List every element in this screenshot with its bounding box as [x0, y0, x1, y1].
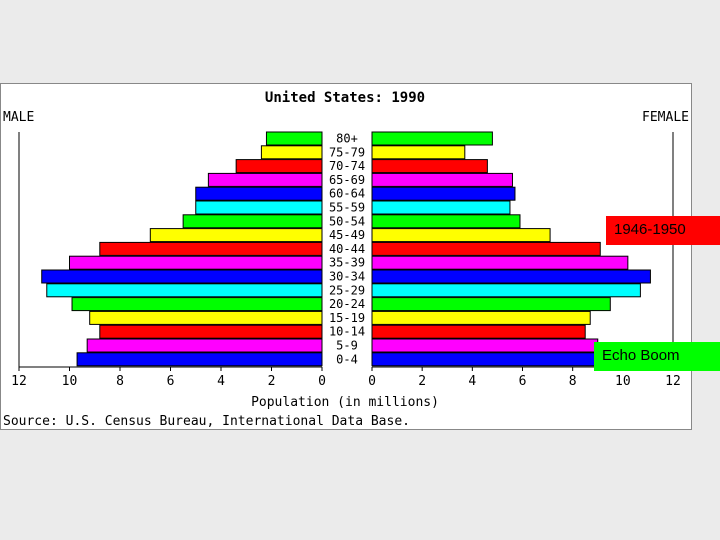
female-bar-15-19	[371, 310, 591, 325]
x-tick-label: 10	[62, 374, 78, 389]
x-tick-label: 0	[368, 374, 376, 389]
female-bar-45-49	[371, 228, 551, 243]
female-bar-75-79	[371, 145, 466, 160]
age-label-15-19: 15-19	[329, 311, 365, 325]
male-bar-65-69	[207, 172, 323, 187]
male-bars	[41, 131, 323, 367]
x-tick-label: 8	[116, 374, 124, 389]
male-bar-80+	[265, 131, 323, 146]
age-label-60-64: 60-64	[329, 187, 365, 201]
female-bars	[371, 131, 651, 367]
female-bar-80+	[371, 131, 493, 146]
female-bar-65-69	[371, 172, 513, 187]
chart-title: United States: 1990	[265, 90, 425, 106]
female-bar-5-9	[371, 338, 599, 353]
male-bar-15-19	[89, 310, 323, 325]
female-bar-55-59	[371, 200, 511, 215]
male-bar-55-59	[195, 200, 323, 215]
age-label-5-9: 5-9	[336, 339, 358, 353]
male-bar-50-54	[182, 214, 323, 229]
age-label-30-34: 30-34	[329, 270, 365, 284]
female-bar-40-44	[371, 241, 601, 256]
male-bar-70-74	[235, 159, 323, 174]
age-labels: 80+75-7970-7465-6960-6455-5950-5445-4940…	[329, 132, 365, 367]
age-label-35-39: 35-39	[329, 256, 365, 270]
male-bar-75-79	[260, 145, 323, 160]
x-tick-label: 6	[167, 374, 175, 389]
age-label-40-44: 40-44	[329, 242, 365, 256]
age-label-10-14: 10-14	[329, 325, 365, 339]
male-bar-0-4	[76, 352, 323, 367]
x-tick-label: 10	[615, 374, 631, 389]
age-label-80+: 80+	[336, 132, 358, 146]
male-bar-35-39	[69, 255, 323, 270]
x-tick-label: 6	[519, 374, 527, 389]
male-bar-25-29	[46, 283, 323, 298]
female-bar-25-29	[371, 283, 641, 298]
source-note: Source: U.S. Census Bureau, Internationa…	[3, 414, 410, 429]
age-label-0-4: 0-4	[336, 352, 358, 366]
x-tick-label: 12	[665, 374, 681, 389]
pyramid-svg: United States: 1990 MALE FEMALE 80+75-79…	[3, 90, 689, 429]
x-ticks: 12 10 8 6 4 2 0 0 2 4 6 8 10 12	[11, 367, 681, 389]
x-tick-label: 4	[217, 374, 225, 389]
male-bar-40-44	[99, 241, 323, 256]
female-bar-70-74	[371, 159, 488, 174]
male-label: MALE	[3, 110, 34, 125]
male-bar-5-9	[86, 338, 323, 353]
x-tick-label: 2	[268, 374, 276, 389]
x-tick-label: 4	[468, 374, 476, 389]
male-bar-60-64	[195, 186, 323, 201]
age-label-75-79: 75-79	[329, 145, 365, 159]
age-label-25-29: 25-29	[329, 283, 365, 297]
female-bar-0-4	[371, 352, 606, 367]
x-tick-label: 8	[569, 374, 577, 389]
female-label: FEMALE	[642, 110, 689, 125]
x-tick-label: 12	[11, 374, 27, 389]
age-label-50-54: 50-54	[329, 214, 365, 228]
age-label-70-74: 70-74	[329, 159, 365, 173]
age-label-45-49: 45-49	[329, 228, 365, 242]
female-bar-30-34	[371, 269, 651, 284]
male-bar-10-14	[99, 324, 323, 339]
age-label-55-59: 55-59	[329, 201, 365, 215]
boom-annotation: 1946-1950	[606, 216, 720, 245]
female-bar-20-24	[371, 297, 611, 312]
population-pyramid-chart: United States: 1990 MALE FEMALE 80+ 75-79…	[0, 83, 692, 430]
male-bar-30-34	[41, 269, 323, 284]
female-bar-60-64	[371, 186, 516, 201]
female-bar-10-14	[371, 324, 586, 339]
x-axis-label: Population (in millions)	[251, 395, 439, 410]
age-label-65-69: 65-69	[329, 173, 365, 187]
male-bar-45-49	[149, 228, 323, 243]
female-bar-50-54	[371, 214, 521, 229]
echo-boom-annotation: Echo Boom	[594, 342, 720, 371]
female-bar-35-39	[371, 255, 629, 270]
x-tick-label: 0	[318, 374, 326, 389]
male-bar-20-24	[71, 297, 323, 312]
x-tick-label: 2	[418, 374, 426, 389]
age-label-20-24: 20-24	[329, 297, 365, 311]
